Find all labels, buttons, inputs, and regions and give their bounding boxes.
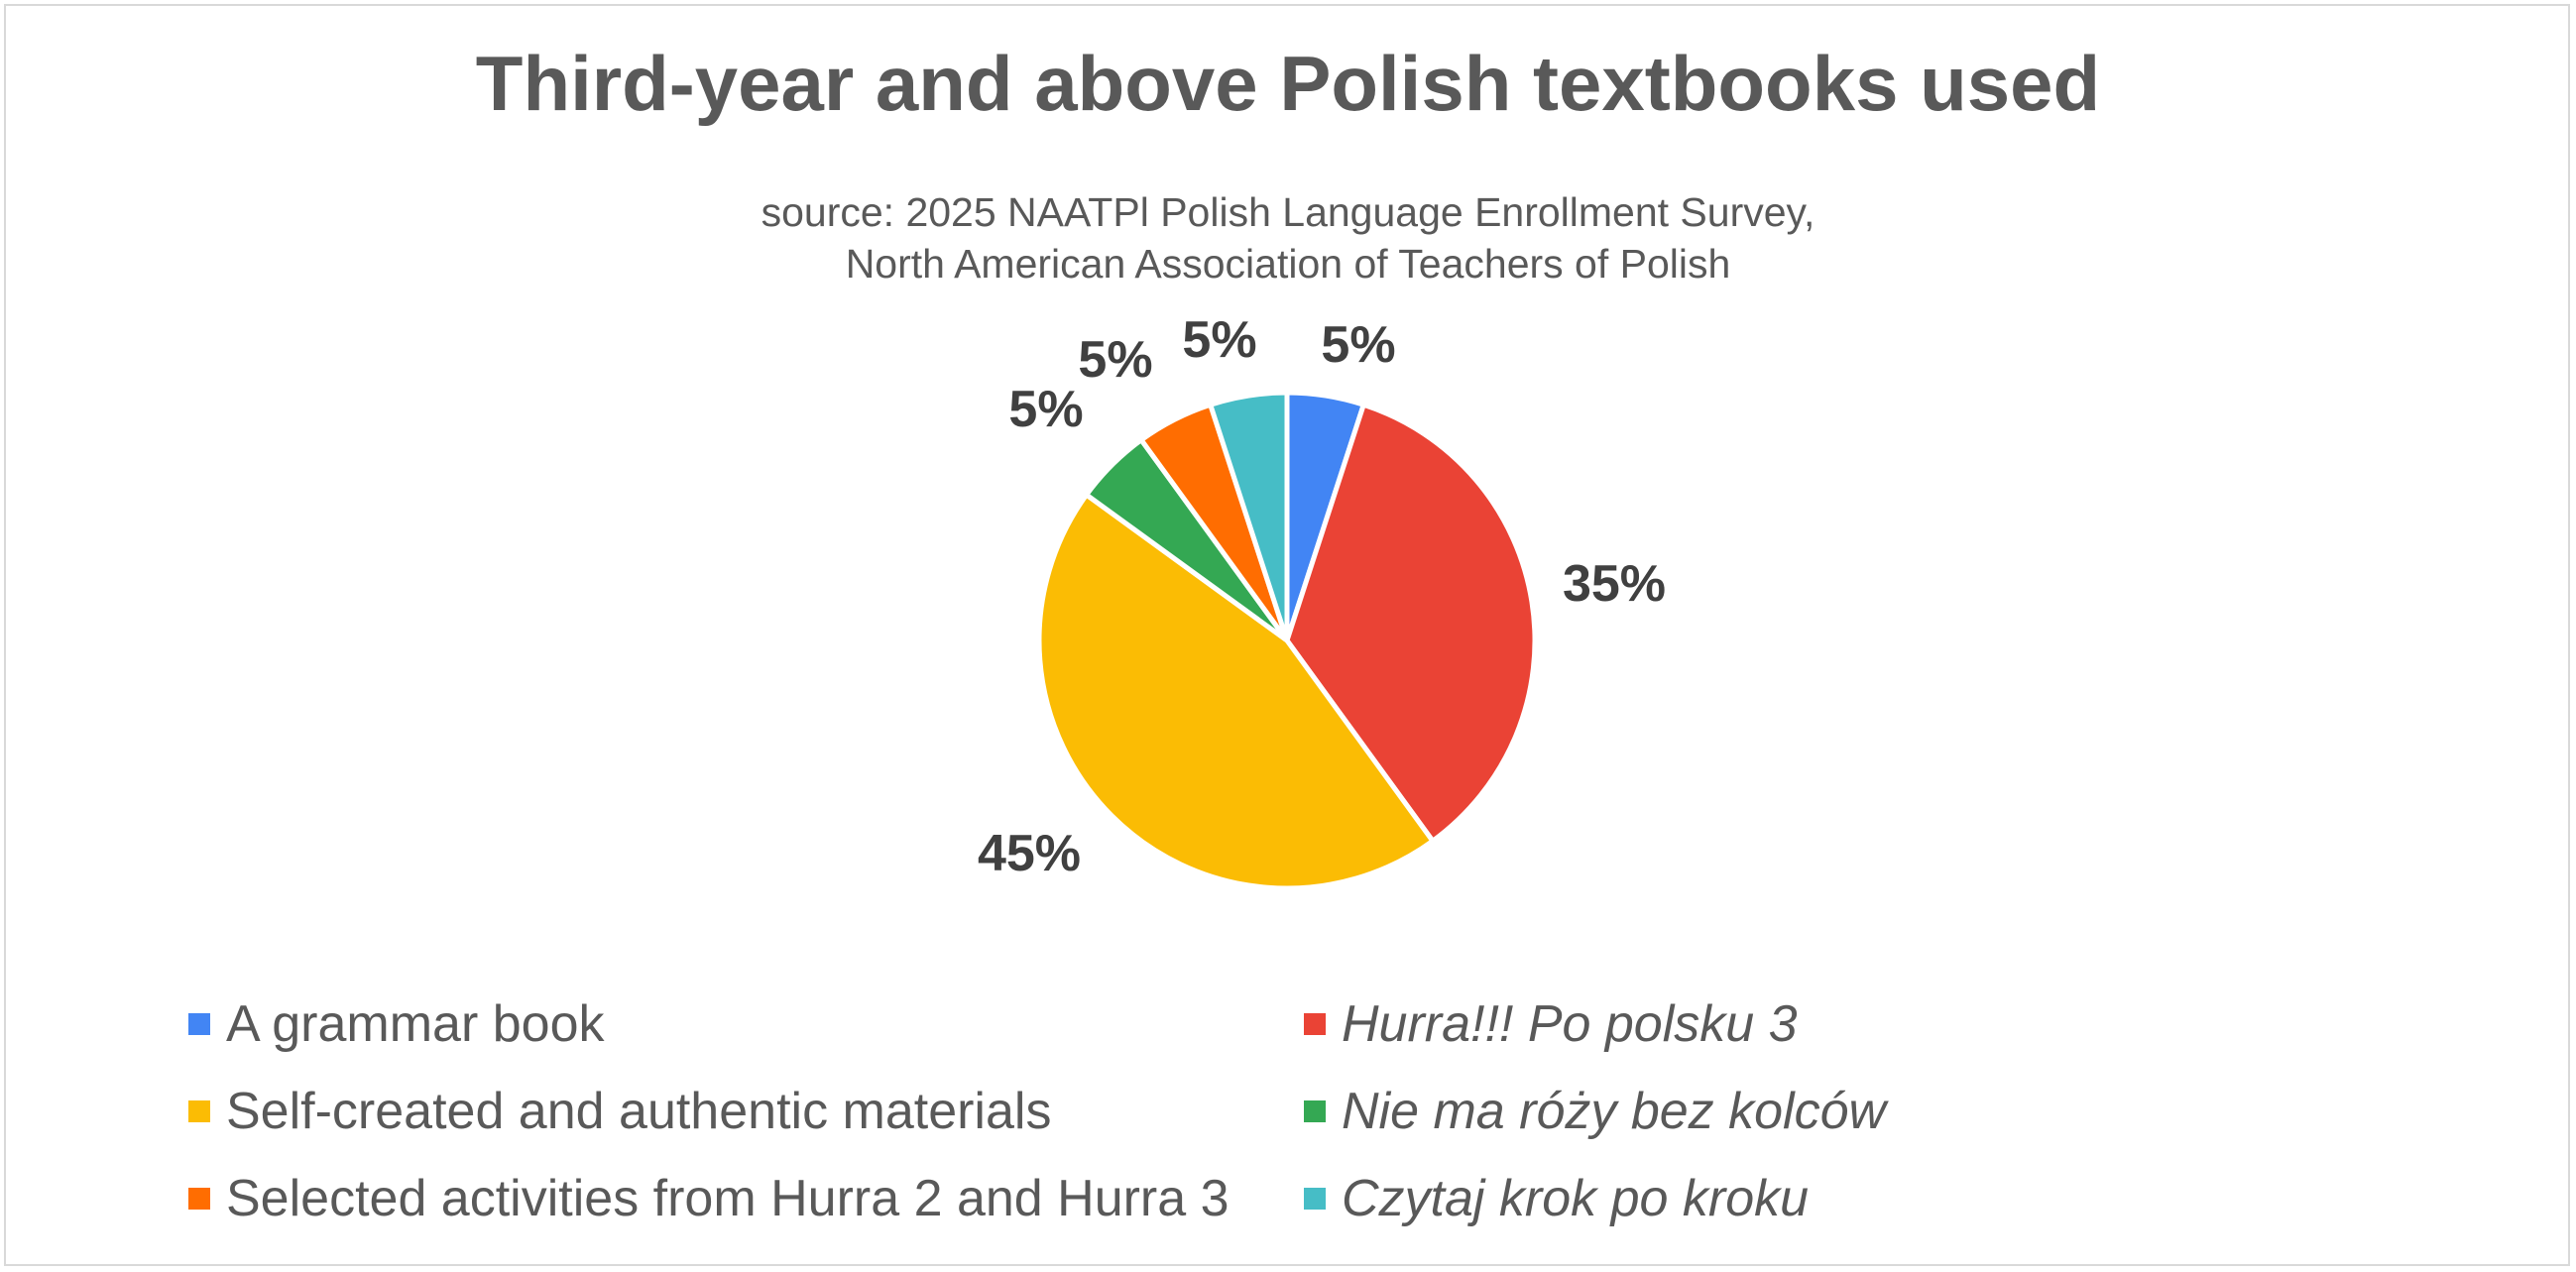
pie-slice-self-created-and-authentic-materials bbox=[1036, 492, 1436, 891]
data-label-self-created-and-authentic-materials: 45% bbox=[978, 825, 1081, 882]
pie-slice-hurra-po-polsku-3 bbox=[1284, 402, 1538, 844]
chart-title: Third-year and above Polish textbooks us… bbox=[475, 40, 2101, 127]
data-label-nie-ma-rozy-bez-kolcow: 5% bbox=[1008, 381, 1083, 438]
pie-slices bbox=[1036, 390, 1538, 891]
subtitle-line-1: source: 2025 NAATPl Polish Language Enro… bbox=[761, 189, 1815, 235]
data-label-a-grammar-book: 5% bbox=[1321, 316, 1395, 374]
subtitle-line-2: North American Association of Teachers o… bbox=[845, 241, 1731, 287]
data-label-selected-activities-from-hurra-2-and-hurra-3: 5% bbox=[1078, 331, 1152, 389]
pie-slice-czytaj-krok-po-kroku bbox=[1208, 390, 1290, 643]
chart-subtitle: source: 2025 NAATPl Polish Language Enro… bbox=[0, 186, 2576, 289]
data-label-hurra-po-polsku-3: 35% bbox=[1563, 555, 1666, 613]
pie-data-labels: 5%35%45%5%5% 5% bbox=[978, 311, 1666, 882]
data-label-czytaj-krok-po-kroku: 5% bbox=[1182, 311, 1256, 369]
